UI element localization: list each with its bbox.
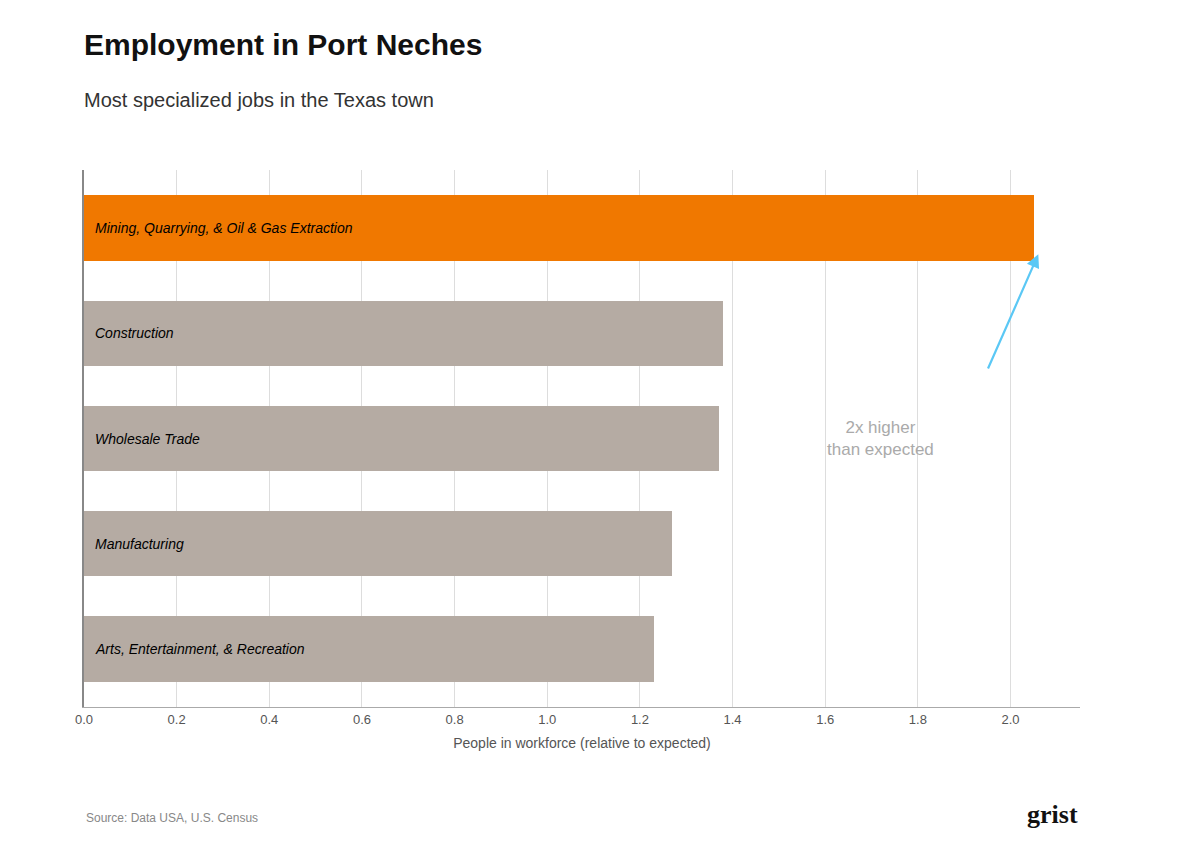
svg-text:1.0: 1.0 [538,712,556,727]
svg-text:2.0: 2.0 [1001,712,1019,727]
svg-text:Most specialized jobs in the T: Most specialized jobs in the Texas town [84,89,434,111]
svg-text:Source: Data USA, U.S. Census: Source: Data USA, U.S. Census [86,811,258,825]
svg-text:0.6: 0.6 [353,712,371,727]
svg-text:People in workforce (relative: People in workforce (relative to expecte… [453,735,711,751]
svg-text:0.8: 0.8 [446,712,464,727]
svg-text:0.4: 0.4 [260,712,278,727]
svg-text:1.4: 1.4 [724,712,742,727]
svg-text:Wholesale Trade: Wholesale Trade [95,431,200,447]
svg-text:Arts, Entertainment, & Recreat: Arts, Entertainment, & Recreation [95,641,305,657]
svg-text:1.6: 1.6 [816,712,834,727]
svg-text:0.0: 0.0 [75,712,93,727]
svg-text:Manufacturing: Manufacturing [95,536,184,552]
svg-text:Construction: Construction [95,325,174,341]
svg-text:Employment in Port Neches: Employment in Port Neches [84,28,482,61]
svg-text:Mining, Quarrying, & Oil & Gas: Mining, Quarrying, & Oil & Gas Extractio… [95,220,353,236]
svg-text:2x higherthan expected: 2x higherthan expected [827,418,934,459]
svg-text:0.2: 0.2 [168,712,186,727]
svg-text:1.8: 1.8 [909,712,927,727]
svg-text:grist: grist [1027,800,1078,829]
svg-text:1.2: 1.2 [631,712,649,727]
